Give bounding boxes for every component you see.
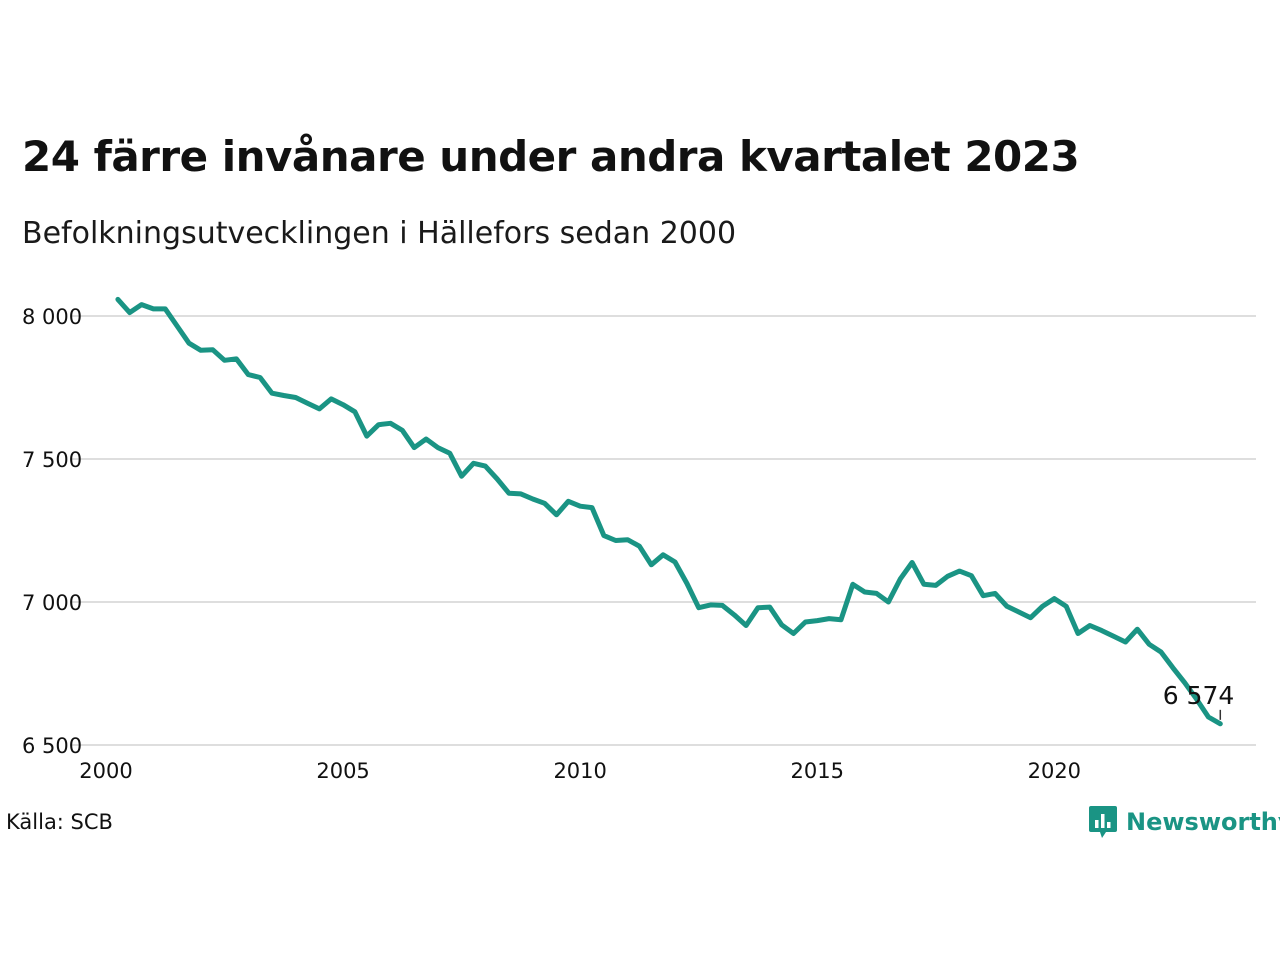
- logo-text: Newsworthy: [1126, 808, 1280, 836]
- x-axis-ticks: 2000 2005 2010 2015 2020: [79, 759, 1081, 783]
- source-label: Källa: SCB: [6, 810, 113, 834]
- annotation-layer: 6 574: [1163, 681, 1235, 720]
- x-tick-label: 2000: [79, 759, 132, 783]
- y-tick-label: 7 000: [22, 591, 82, 615]
- y-axis-ticks: 6 500 7 000 7 500 8 000: [22, 305, 82, 758]
- chart-subtitle: Befolkningsutvecklingen i Hällefors seda…: [22, 216, 737, 251]
- series-line: [115, 296, 1223, 727]
- newsworthy-logo: Newsworthy: [1088, 804, 1280, 840]
- bar-chart-speech-bubble-icon: [1089, 806, 1117, 838]
- y-tick-label: 6 500: [22, 734, 82, 758]
- x-tick-label: 2010: [553, 759, 606, 783]
- y-tick-label: 8 000: [22, 305, 82, 329]
- x-tick-label: 2005: [316, 759, 369, 783]
- x-tick-label: 2015: [791, 759, 844, 783]
- line-chart: 6 500 7 000 7 500 8 000 2000 2005 2010 2015 202…: [22, 296, 1256, 783]
- chart-title: 24 färre invånare under andra kvartalet …: [22, 132, 1080, 181]
- y-tick-label: 7 500: [22, 448, 82, 472]
- x-tick-label: 2020: [1028, 759, 1081, 783]
- grid-lines: [70, 315, 1256, 746]
- last-value-label: 6 574: [1163, 681, 1235, 710]
- series-layer: [115, 296, 1223, 727]
